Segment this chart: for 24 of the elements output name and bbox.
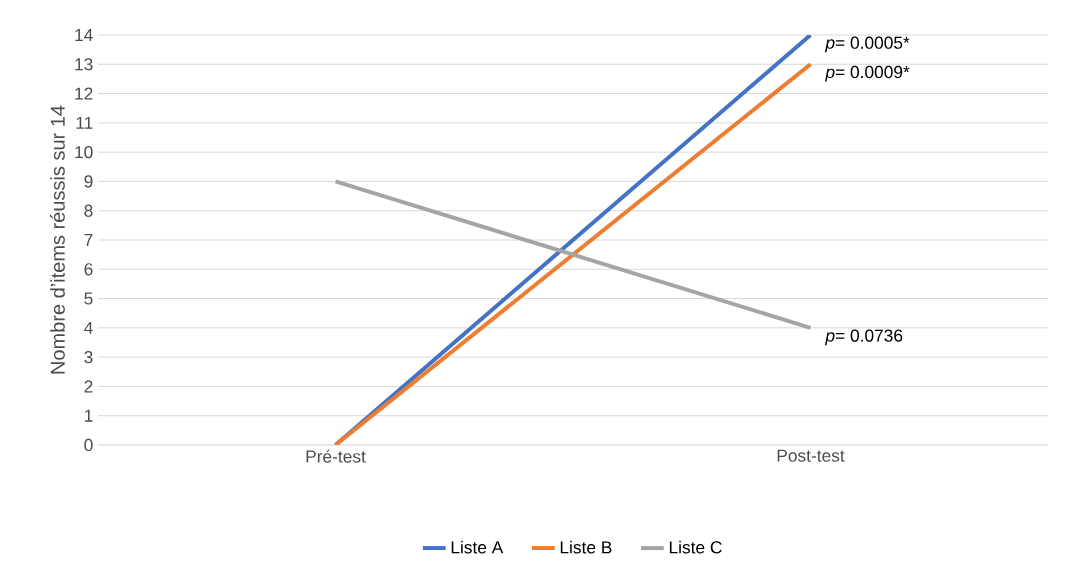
y-axis-title: Nombre d’items réussis sur 14 (49, 105, 65, 374)
annotation: p= 0.0736 (825, 329, 903, 346)
y-tick-label: 11 (76, 116, 93, 129)
y-tick-label: 14 (75, 29, 93, 41)
y-tick-label: 12 (75, 87, 93, 100)
annotation: p= 0.0005* (825, 36, 910, 53)
annotation: p= 0.0009* (825, 65, 910, 82)
legend-label: Liste B (560, 540, 612, 554)
y-tick-label: 10 (75, 145, 93, 159)
y-tick-label: 8 (84, 204, 93, 217)
y-tick-label: 9 (84, 175, 93, 188)
x-tick-label: Post-test (777, 449, 845, 462)
legend-label: Liste A (451, 540, 504, 554)
y-tick-label: 7 (84, 234, 93, 246)
x-tick-label: Pré-test (306, 449, 366, 463)
y-tick-label: 3 (84, 350, 93, 364)
y-tick-label: 5 (84, 292, 93, 305)
y-tick-label: 0 (84, 438, 93, 452)
y-tick-label: 4 (84, 321, 93, 334)
y-tick-label: 2 (84, 380, 93, 393)
y-tick-label: 6 (84, 263, 93, 276)
legend-label: Liste C (669, 540, 722, 554)
y-tick-label: 1 (84, 409, 93, 422)
y-tick-label: 13 (75, 58, 93, 71)
